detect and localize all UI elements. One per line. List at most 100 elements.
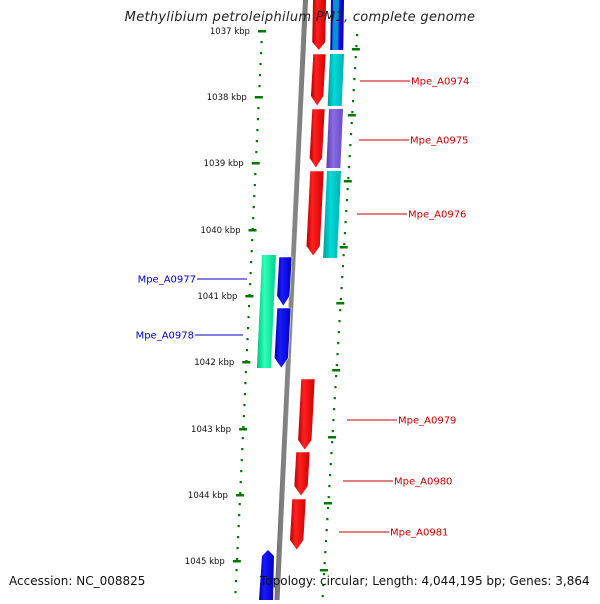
ruler-dot — [349, 144, 352, 147]
ruler-dot — [243, 393, 247, 396]
ruler-dot — [335, 375, 338, 378]
ruler-major-tick — [248, 229, 257, 232]
ruler-dot — [242, 415, 245, 418]
ruler-dot — [255, 140, 258, 143]
gene-label: Mpe_A0974 — [411, 77, 469, 88]
ruler-major-tick — [257, 30, 266, 33]
ruler-dot — [356, 34, 359, 37]
ruler-minor-tick — [339, 246, 348, 249]
ruler-dot — [254, 173, 257, 176]
gene-label: Mpe_A0975 — [410, 136, 468, 147]
ruler-dot — [246, 327, 250, 330]
ruler-dot — [348, 155, 351, 158]
ruler-dot — [234, 591, 237, 594]
ruler-tick-label: 1045 kbp — [185, 557, 225, 567]
gene-arrow — [276, 256, 293, 307]
ruler-dot — [240, 459, 243, 462]
ruler-dot — [343, 232, 347, 235]
ruler-dot — [243, 404, 246, 407]
ruler-dot — [355, 45, 358, 48]
ruler-dot — [322, 573, 326, 576]
gene-arrow — [310, 53, 327, 107]
ruler-dot — [245, 349, 249, 352]
ruler-tick-label: 1041 kbp — [197, 292, 237, 302]
ruler-dot — [241, 448, 244, 451]
ruler-dot — [336, 353, 339, 356]
ruler-minor-tick — [328, 436, 337, 439]
feature-bar — [326, 109, 343, 168]
ruler-dot — [253, 195, 256, 198]
feature-bar — [323, 171, 341, 258]
ruler-tick-label: 1042 kbp — [194, 358, 234, 368]
ruler-tick-label: 1037 kbp — [210, 27, 250, 37]
ruler-dot — [339, 298, 342, 301]
ruler-major-tick — [232, 560, 241, 563]
ruler-minor-tick — [351, 48, 360, 51]
ruler-dot — [249, 283, 252, 286]
ruler-dot — [323, 562, 326, 565]
ruler-dot — [256, 118, 260, 121]
ruler-dot — [327, 496, 330, 499]
gene-label: Mpe_A0979 — [398, 416, 456, 427]
ruler-dot — [324, 540, 328, 543]
ruler-dot — [247, 316, 250, 319]
ruler-dot — [325, 529, 328, 532]
accession-text: Accession: NC_008825 — [9, 574, 146, 588]
ruler-tick-label: 1040 kbp — [200, 226, 240, 236]
gene-arrow — [289, 498, 307, 551]
ruler-major-tick — [242, 361, 251, 364]
ruler-dot — [241, 437, 244, 440]
ruler-dot — [251, 239, 254, 242]
genome-backbone-core — [275, 0, 308, 601]
ruler-minor-tick — [319, 569, 328, 572]
ruler-dot — [324, 551, 327, 554]
ruler-dot — [244, 382, 247, 385]
ruler-minor-tick — [332, 369, 341, 372]
ruler-dot — [252, 217, 255, 220]
gene-arrow — [305, 170, 325, 257]
ruler-dot — [239, 481, 242, 484]
ruler-dot — [330, 452, 333, 455]
ruler-dot — [326, 507, 330, 510]
ruler-dot — [242, 426, 245, 429]
ruler-dot — [344, 221, 347, 224]
ruler-dot — [337, 331, 340, 334]
ruler-dot — [342, 254, 345, 257]
ruler-dot — [244, 371, 248, 374]
ruler-dot — [351, 111, 354, 114]
gene-arrow — [309, 108, 326, 169]
ruler-dot — [240, 470, 243, 473]
ruler-dot — [252, 206, 255, 209]
ruler-dot — [346, 188, 349, 191]
ruler-dot — [347, 166, 351, 169]
ruler-major-tick — [251, 162, 260, 165]
ruler-dot — [350, 122, 353, 125]
ruler-dot — [341, 265, 345, 268]
gene-arrow — [293, 451, 311, 497]
ruler-dot — [347, 177, 350, 180]
feature-bar-partial — [332, 0, 339, 50]
ruler-dot — [235, 558, 239, 561]
genome-summary-text: Topology: circular; Length: 4,044,195 bp… — [260, 574, 590, 588]
ruler-dot — [339, 309, 342, 312]
ruler-dot — [260, 41, 263, 44]
ruler-dot — [333, 408, 336, 411]
ruler-dot — [353, 67, 357, 70]
ruler-tick-label: 1039 kbp — [204, 159, 244, 169]
ruler-dot — [236, 547, 239, 550]
ruler-dot — [259, 52, 263, 55]
ruler-dot — [237, 536, 240, 539]
ruler-dot — [249, 272, 252, 275]
feature-bar — [327, 54, 344, 106]
ruler-dot — [343, 243, 346, 246]
ruler-dot — [352, 89, 355, 92]
ruler-dot — [322, 584, 325, 587]
ruler-dot — [326, 518, 329, 521]
ruler-dot — [334, 386, 337, 389]
ruler-dot — [247, 305, 251, 308]
ruler-tick-label: 1044 kbp — [188, 491, 228, 501]
gene-label: Mpe_A0977 — [138, 275, 196, 286]
ruler-dot — [338, 320, 341, 323]
